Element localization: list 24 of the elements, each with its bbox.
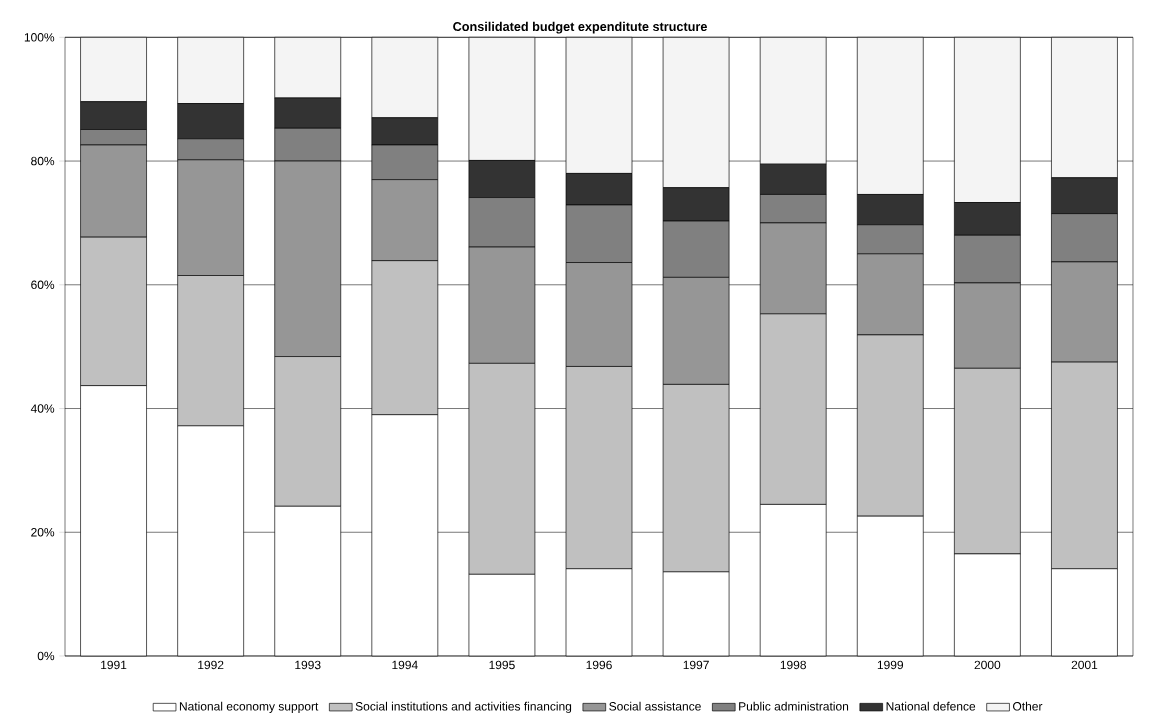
x-tick-label: 1996: [586, 660, 612, 670]
chart-title: Consilidated budget expenditute structure: [453, 21, 707, 34]
y-tick-label: 40%: [30, 404, 55, 413]
y-tick-label: 60%: [31, 280, 55, 290]
x-tick-label: 2001: [1071, 660, 1098, 670]
y-tick-label: 20%: [31, 528, 55, 537]
x-tick-label: 1993: [295, 660, 321, 670]
x-tick-label: 1992: [198, 660, 224, 670]
legend-label: National economy support: [179, 701, 319, 713]
x-tick-label: 2000: [974, 660, 1001, 670]
legend-label: National defence: [886, 701, 976, 711]
x-tick-label: 1995: [489, 660, 515, 670]
x-tick-label: 1991: [101, 660, 127, 670]
y-tick-label: 80%: [31, 156, 55, 166]
legend-label: Public administration: [739, 701, 849, 711]
y-tick-label: 100%: [24, 33, 55, 42]
x-tick-label: 1997: [683, 660, 709, 670]
y-tick-label: 0%: [37, 651, 55, 661]
legend-label: Other: [1013, 701, 1043, 711]
legend-label: Social institutions and activities financing: [355, 701, 572, 713]
x-tick-label: 1999: [877, 660, 904, 670]
x-tick-label: 1994: [392, 660, 418, 670]
legend-label: Social assistance: [609, 701, 701, 711]
x-tick-label: 1998: [780, 660, 806, 670]
